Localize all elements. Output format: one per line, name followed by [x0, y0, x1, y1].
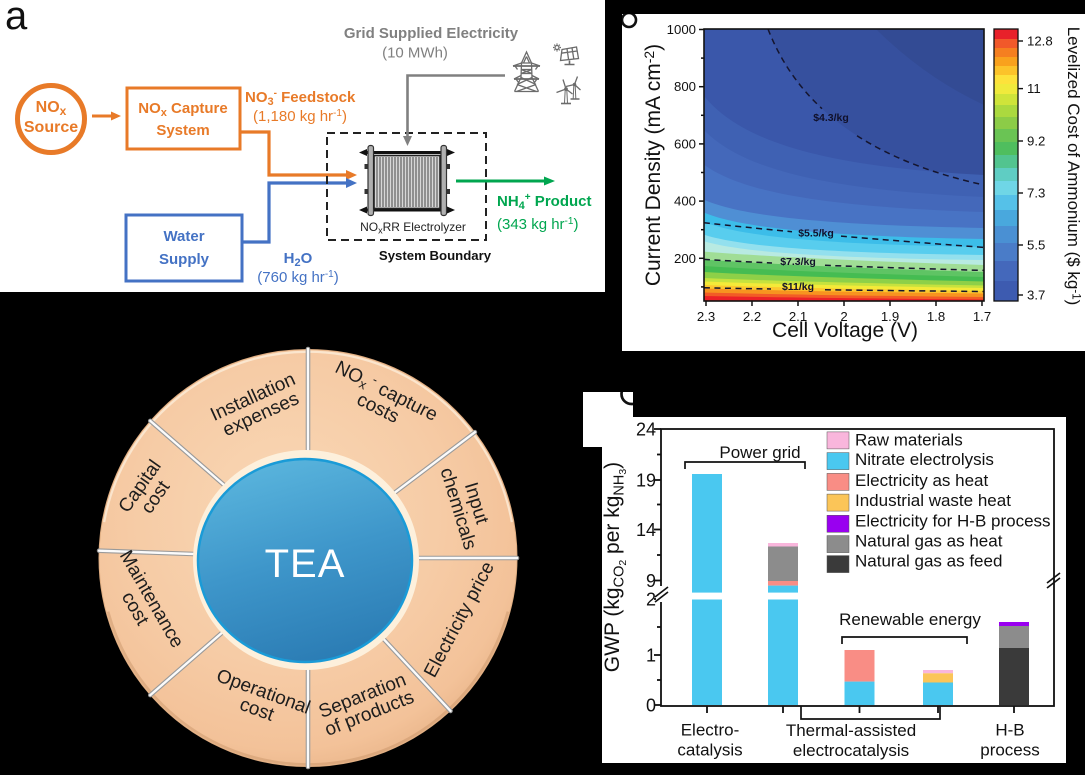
svg-text:1.9: 1.9 — [881, 309, 899, 324]
svg-text:Thermal-assisted: Thermal-assisted — [786, 721, 916, 740]
svg-text:(760 kg hr-1): (760 kg hr-1) — [257, 269, 338, 286]
svg-text:Electro-: Electro- — [681, 721, 740, 740]
svg-text:Power grid: Power grid — [719, 443, 800, 462]
svg-text:1: 1 — [646, 646, 656, 666]
svg-text:2: 2 — [840, 309, 847, 324]
svg-text:1000: 1000 — [667, 22, 696, 37]
svg-text:a: a — [5, 0, 28, 38]
svg-text:Industrial waste heat: Industrial waste heat — [855, 491, 1011, 510]
svg-text:NH4+ Product: NH4+ Product — [497, 192, 591, 212]
svg-text:Natural gas as heat: Natural gas as heat — [855, 532, 1003, 551]
svg-text:NOx Capture: NOx Capture — [138, 100, 227, 119]
svg-text:2: 2 — [646, 590, 656, 610]
svg-text:600: 600 — [674, 136, 696, 151]
svg-text:Raw materials: Raw materials — [855, 431, 963, 450]
svg-text:H-B: H-B — [995, 721, 1024, 740]
svg-text:$11/kg: $11/kg — [782, 281, 814, 293]
svg-text:Nitrate electrolysis: Nitrate electrolysis — [855, 450, 994, 469]
svg-text:$5.5/kg: $5.5/kg — [798, 228, 834, 240]
svg-text:process: process — [980, 741, 1040, 760]
svg-text:(1,180 kg hr-1): (1,180 kg hr-1) — [253, 108, 347, 125]
svg-text:9.2: 9.2 — [1027, 134, 1045, 149]
svg-text:TEA: TEA — [265, 542, 346, 586]
svg-text:14: 14 — [636, 520, 656, 540]
svg-text:2.2: 2.2 — [743, 309, 761, 324]
svg-text:9: 9 — [646, 571, 656, 591]
svg-text:0: 0 — [646, 696, 656, 716]
svg-text:NOxRR Electrolyzer: NOxRR Electrolyzer — [360, 220, 466, 236]
svg-text:Supply: Supply — [159, 251, 210, 268]
svg-text:Source: Source — [24, 119, 78, 136]
svg-text:electrocatalysis: electrocatalysis — [793, 741, 909, 760]
svg-text:Grid Supplied Electricity: Grid Supplied Electricity — [344, 25, 519, 42]
svg-text:Cell Voltage (V): Cell Voltage (V) — [772, 319, 918, 342]
svg-text:12.8: 12.8 — [1027, 34, 1053, 49]
svg-text:24: 24 — [636, 420, 656, 440]
svg-text:NOx: NOx — [36, 99, 67, 118]
svg-text:Electricity as heat: Electricity as heat — [855, 471, 988, 490]
svg-text:400: 400 — [674, 194, 696, 209]
svg-text:Levelized Cost of Ammonium ($: Levelized Cost of Ammonium ($ kg-1) — [1064, 27, 1083, 306]
svg-text:NO3- Feedstock: NO3- Feedstock — [245, 88, 356, 108]
svg-text:Electricity for H-B process: Electricity for H-B process — [855, 512, 1051, 531]
svg-text:Current Density (mA cm-2): Current Density (mA cm-2) — [641, 44, 665, 286]
svg-text:System: System — [156, 122, 209, 139]
svg-text:$4.3/kg: $4.3/kg — [813, 112, 849, 124]
svg-text:1.8: 1.8 — [927, 309, 945, 324]
svg-text:7.3: 7.3 — [1027, 186, 1045, 201]
svg-text:catalysis: catalysis — [677, 741, 742, 760]
svg-text:Natural gas as feed: Natural gas as feed — [855, 552, 1002, 571]
svg-text:800: 800 — [674, 79, 696, 94]
svg-text:19: 19 — [636, 471, 656, 491]
svg-text:3.7: 3.7 — [1027, 288, 1045, 303]
svg-text:H2O: H2O — [284, 250, 313, 269]
svg-text:(10 MWh): (10 MWh) — [382, 45, 448, 62]
svg-text:2.3: 2.3 — [697, 309, 715, 324]
svg-text:(343 kg hr-1): (343 kg hr-1) — [497, 216, 578, 233]
svg-text:5.5: 5.5 — [1027, 238, 1045, 253]
svg-text:$7.3/kg: $7.3/kg — [780, 256, 816, 268]
svg-text:11: 11 — [1027, 81, 1041, 96]
svg-text:2.1: 2.1 — [789, 309, 807, 324]
svg-text:Renewable energy: Renewable energy — [839, 610, 981, 629]
svg-text:1.7: 1.7 — [973, 309, 991, 324]
svg-text:System Boundary: System Boundary — [379, 248, 492, 263]
svg-text:Water: Water — [163, 228, 204, 245]
svg-text:200: 200 — [674, 251, 696, 266]
